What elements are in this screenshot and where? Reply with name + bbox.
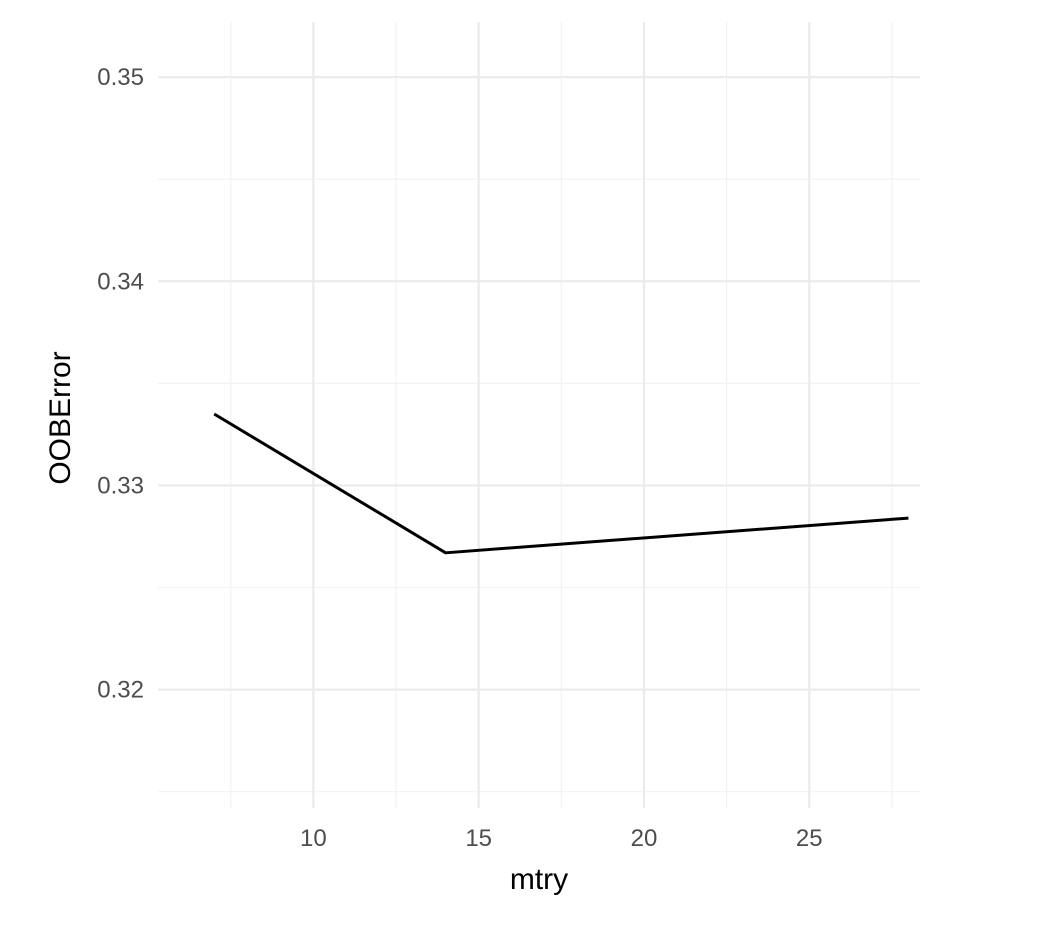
series-line [213,412,909,555]
y-tick-label: 0.33 [97,472,144,499]
x-tick-label: 20 [631,825,658,852]
major-gridlines [158,22,920,808]
y-axis-tick-labels: 0.32 0.33 0.34 0.35 [97,64,144,703]
x-axis-title: mtry [510,863,568,896]
y-tick-label: 0.35 [97,64,144,91]
x-tick-label: 10 [300,825,327,852]
y-tick-label: 0.34 [97,268,144,295]
x-tick-label: 15 [465,825,492,852]
y-tick-label: 0.32 [97,677,144,704]
x-tick-label: 25 [796,825,823,852]
minor-gridlines [158,22,920,808]
y-axis-title: OOBError [44,351,77,484]
x-axis-tick-labels: 10 15 20 25 [300,825,823,852]
series-layer [213,412,909,555]
